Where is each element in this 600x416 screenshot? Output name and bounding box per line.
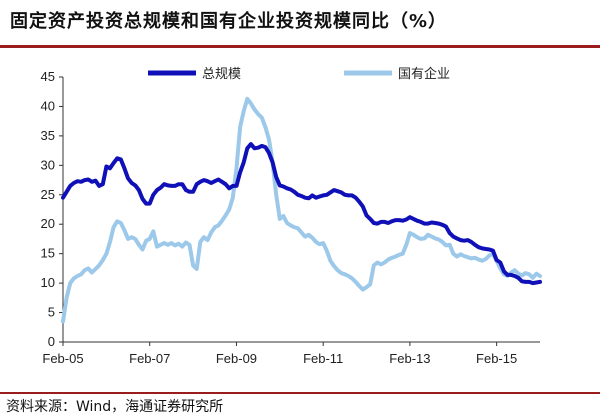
y-tick-label: 40 [41, 98, 55, 113]
y-tick-label: 35 [41, 128, 55, 143]
y-tick-label: 5 [48, 305, 55, 320]
x-tick-label: Feb-11 [303, 351, 343, 366]
y-tick-label: 10 [41, 275, 55, 290]
line-chart: 0 5 10 15 20 25 30 35 40 45 Feb-05 Feb-07 Feb-09 Feb-… [41, 66, 542, 366]
y-tick-label: 0 [48, 334, 55, 349]
title-divider [0, 45, 600, 48]
x-tick-label: Feb-13 [389, 351, 430, 366]
x-tick-label: Feb-05 [42, 351, 83, 366]
y-tick-label: 45 [41, 69, 55, 84]
x-tick-label: Feb-09 [216, 351, 257, 366]
y-tick-label: 20 [41, 216, 55, 231]
chart-title: 固定资产投资总规模和国有企业投资规模同比（%） [10, 11, 448, 32]
legend-label: 总规模 [202, 67, 241, 82]
series-line-soe [61, 96, 542, 324]
source-note: 资料来源：Wind，海通证券研究所 [6, 399, 224, 415]
x-tick-label: Feb-15 [476, 351, 517, 366]
legend-label: 国有企业 [398, 66, 450, 82]
y-tick-label: 15 [41, 246, 55, 261]
y-tick-label: 30 [41, 157, 55, 172]
source-divider [0, 392, 600, 394]
y-tick-label: 25 [41, 187, 55, 202]
series-line-total [61, 142, 542, 286]
x-tick-label: Feb-07 [129, 351, 170, 366]
